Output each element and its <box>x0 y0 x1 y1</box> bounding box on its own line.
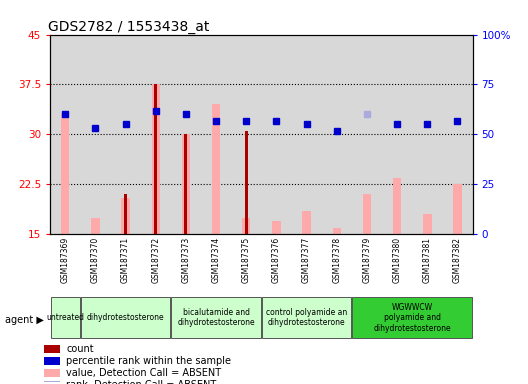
Bar <box>61 114 70 234</box>
Bar <box>333 228 341 234</box>
FancyBboxPatch shape <box>353 298 472 338</box>
FancyBboxPatch shape <box>51 298 80 338</box>
Bar <box>382 35 412 234</box>
Bar <box>272 221 281 234</box>
Bar <box>140 35 171 234</box>
Bar <box>80 35 110 234</box>
FancyBboxPatch shape <box>262 298 351 338</box>
Bar <box>44 381 60 384</box>
Bar <box>44 369 60 377</box>
Bar <box>423 214 431 234</box>
Text: value, Detection Call = ABSENT: value, Detection Call = ABSENT <box>67 368 222 378</box>
Bar <box>352 35 382 234</box>
Text: untreated: untreated <box>46 313 84 322</box>
Bar <box>322 35 352 234</box>
Text: GDS2782 / 1553438_at: GDS2782 / 1553438_at <box>48 20 210 33</box>
Bar <box>453 184 461 234</box>
Bar <box>245 131 248 234</box>
Bar <box>363 194 371 234</box>
Bar <box>291 35 322 234</box>
Bar <box>261 35 291 234</box>
Text: agent ▶: agent ▶ <box>5 315 44 325</box>
Bar <box>44 357 60 365</box>
Bar <box>393 178 401 234</box>
Bar <box>50 35 80 234</box>
Text: WGWWCW
polyamide and
dihydrotestosterone: WGWWCW polyamide and dihydrotestosterone <box>373 303 451 333</box>
Bar <box>231 35 261 234</box>
Text: count: count <box>67 344 94 354</box>
FancyBboxPatch shape <box>81 298 170 338</box>
Text: dihydrotestosterone: dihydrotestosterone <box>87 313 164 322</box>
Bar <box>152 84 160 234</box>
Bar <box>303 211 311 234</box>
Bar <box>412 35 442 234</box>
Bar <box>124 194 127 234</box>
Bar <box>201 35 231 234</box>
Bar <box>154 84 157 234</box>
Bar <box>242 218 250 234</box>
Bar <box>121 198 130 234</box>
Bar <box>442 35 473 234</box>
Bar <box>182 134 190 234</box>
Bar <box>91 218 100 234</box>
Text: bicalutamide and
dihydrotestosterone: bicalutamide and dihydrotestosterone <box>177 308 255 328</box>
FancyBboxPatch shape <box>172 298 261 338</box>
Bar <box>171 35 201 234</box>
Bar <box>110 35 140 234</box>
Text: control polyamide an
dihydrotestosterone: control polyamide an dihydrotestosterone <box>266 308 347 328</box>
Bar <box>212 104 220 234</box>
Text: rank, Detection Call = ABSENT: rank, Detection Call = ABSENT <box>67 380 216 384</box>
Text: percentile rank within the sample: percentile rank within the sample <box>67 356 231 366</box>
Bar <box>184 134 187 234</box>
Bar <box>44 345 60 353</box>
